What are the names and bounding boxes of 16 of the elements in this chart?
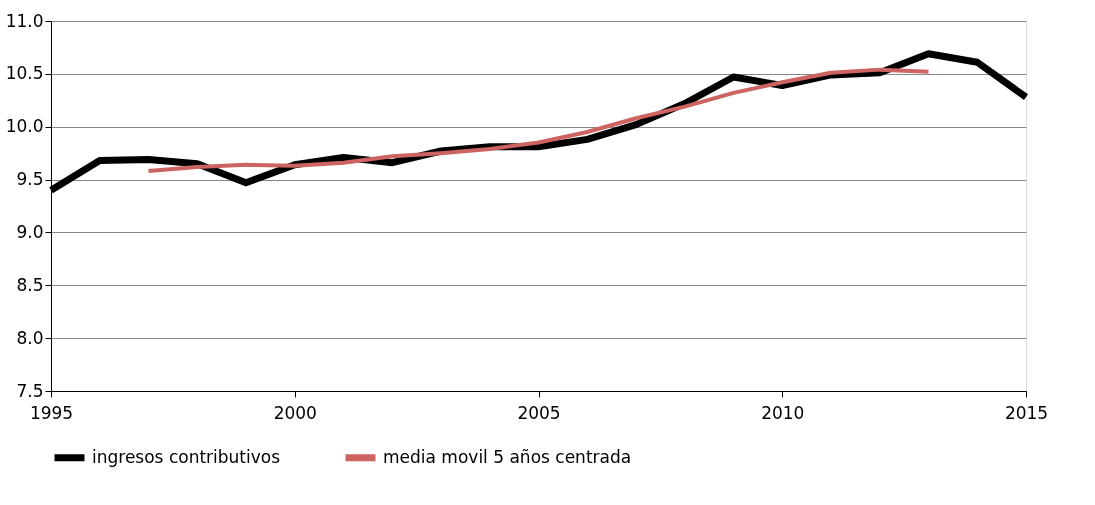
x-tick-label: 2015 — [1004, 402, 1049, 423]
y-tick-label: 10.0 — [5, 116, 44, 137]
y-tick-label: 9.0 — [16, 221, 44, 242]
x-tick-label: 2000 — [273, 402, 317, 423]
line-series — [146, 67, 931, 174]
y-tick-label: 11.0 — [5, 10, 44, 31]
x-tick-label: 2010 — [761, 402, 805, 423]
y-tick-label: 9.5 — [16, 169, 44, 190]
x-tick-label: 1995 — [29, 402, 74, 423]
legend-label: media movil 5 años centrada — [383, 446, 632, 467]
y-tick-label: 8.0 — [16, 327, 44, 348]
x-tick-label: 2005 — [517, 402, 561, 423]
legend-label: ingresos contributivos — [92, 446, 281, 467]
y-tick-label: 7.5 — [16, 380, 44, 401]
y-tick-label: 10.5 — [5, 63, 44, 84]
y-tick-label: 8.5 — [16, 274, 44, 295]
